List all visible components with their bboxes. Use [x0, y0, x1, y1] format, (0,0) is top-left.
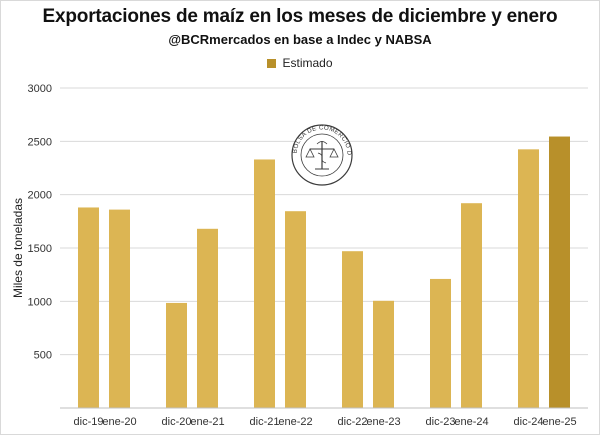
bar-ene-23: [373, 300, 394, 408]
x-tick-label: dic-23: [426, 416, 456, 428]
y-tick-label: 500: [34, 350, 52, 362]
bar-layer: [78, 136, 570, 409]
y-tick-label: 2500: [28, 136, 52, 148]
x-tick-label: ene-25: [542, 416, 576, 428]
y-tick-label: 3000: [28, 83, 52, 95]
y-tick-label: 1500: [28, 243, 52, 255]
x-tick-label: ene-21: [190, 416, 224, 428]
logo-seal: BOLSA DE COMERCIO DE ROSARIO: [0, 0, 353, 186]
seal-serpent: [317, 152, 327, 164]
x-tick-label: ene-22: [278, 416, 312, 428]
chart-subtitle: @BCRmercados en base a Indec y NABSA: [168, 32, 432, 47]
seal-wings: [316, 141, 328, 145]
bar-ene-21: [197, 228, 218, 408]
x-tick-label: dic-19: [74, 416, 104, 428]
x-tick-label: dic-20: [162, 416, 192, 428]
axis-layer: 500 1000 1500 2000 2500 3000 Miles de tonelada…: [11, 83, 588, 428]
x-tick-label: ene-24: [454, 416, 488, 428]
bar-ene-22: [285, 211, 306, 408]
grid-layer: [60, 87, 588, 356]
seal-text: BOLSA DE COMERCIO DE ROSARIO: [0, 0, 353, 156]
bar-ene-24: [461, 203, 482, 408]
bar-dic-21: [254, 159, 275, 408]
x-tick-label: ene-20: [102, 416, 136, 428]
bar-dic-23: [430, 278, 451, 408]
bar-dic-19: [78, 207, 99, 408]
bar-dic-20: [166, 302, 187, 408]
y-tick-label: 2000: [28, 190, 52, 202]
x-tick-label: ene-23: [366, 416, 400, 428]
seal-inner-ring: [300, 133, 344, 177]
x-tick-label: dic-22: [338, 416, 368, 428]
y-tick-label: 1000: [28, 296, 52, 308]
seal-pan-right: [329, 148, 339, 158]
chart-title: Exportaciones de maíz en los meses de di…: [42, 6, 558, 27]
x-tick-label: dic-21: [250, 416, 280, 428]
legend-swatch-estimated: [267, 59, 277, 68]
x-tick-label: dic-24: [514, 416, 544, 428]
bar-dic-24: [518, 149, 539, 409]
legend-label-estimated: Estimado: [282, 56, 333, 70]
seal-pan-left: [305, 148, 315, 158]
y-axis-label: Miles de toneladas: [11, 198, 25, 298]
bar-ene-25: [549, 136, 570, 409]
bar-dic-22: [342, 251, 363, 408]
bar-ene-20: [109, 209, 130, 408]
legend: Estimado: [0, 56, 600, 70]
